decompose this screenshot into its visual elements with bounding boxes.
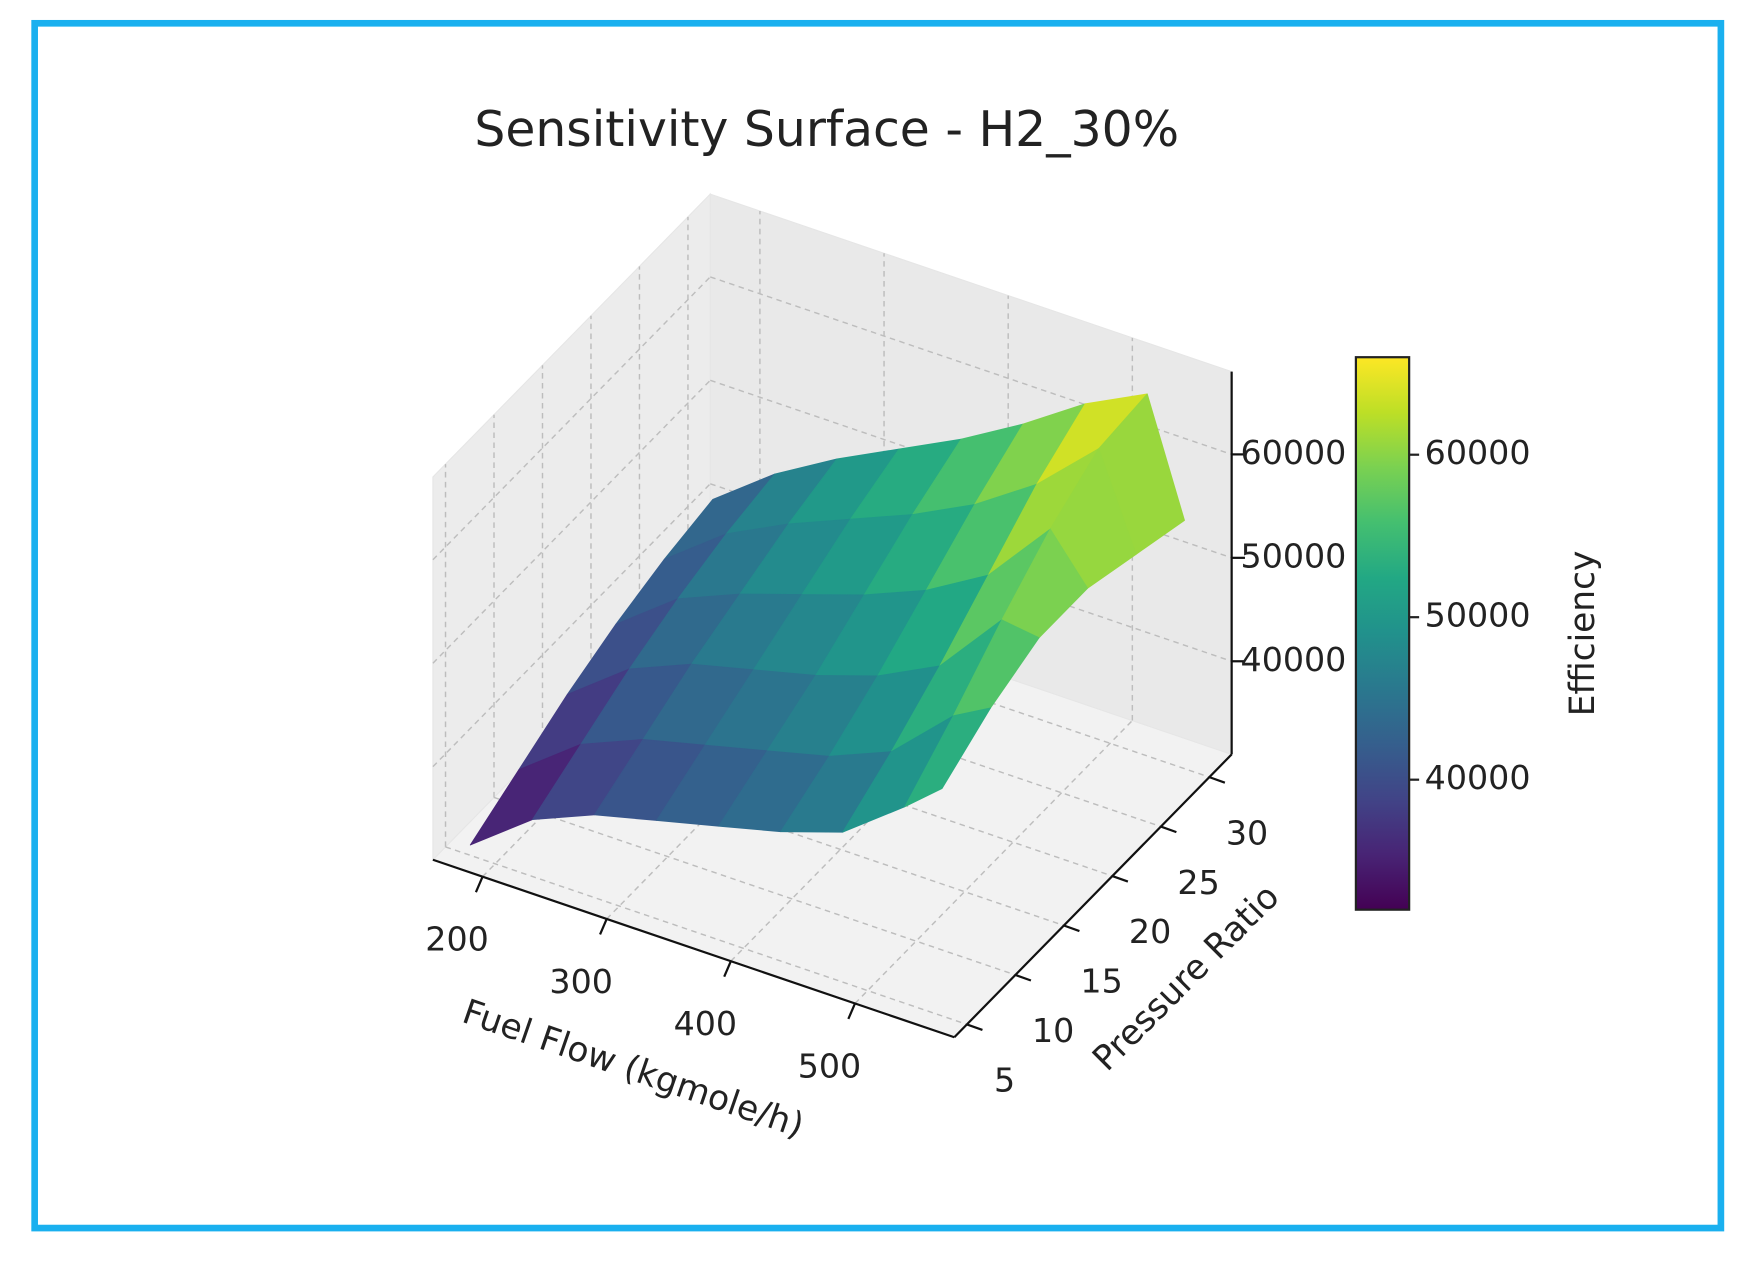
y-tick — [1208, 776, 1226, 784]
grid-line — [710, 379, 1232, 559]
z-tick-label: 60000 — [1241, 433, 1347, 472]
y-tick-label: 5 — [994, 1061, 1015, 1100]
y-tick-label: 30 — [1226, 813, 1268, 852]
x-tick — [599, 918, 608, 935]
y-tick-label: 10 — [1032, 1011, 1074, 1050]
grid-line — [432, 483, 711, 768]
colorbar — [1354, 356, 1411, 911]
x-axis — [432, 858, 955, 1039]
x-tick-label: 200 — [425, 920, 489, 959]
y-tick — [1112, 874, 1129, 883]
grid-line — [710, 276, 1232, 456]
chart-title: Sensitivity Surface - H2_30% — [474, 101, 1179, 158]
colorbar-tick-label: 60000 — [1425, 433, 1531, 472]
x-tick-label: 400 — [674, 1004, 738, 1043]
z-tick-label: 50000 — [1241, 536, 1347, 575]
grid-line — [432, 379, 711, 664]
x-tick — [723, 960, 732, 978]
grid-line — [854, 720, 1133, 1004]
grid-line — [432, 276, 711, 561]
surface-cell — [904, 707, 992, 808]
x-tick-label: 500 — [798, 1046, 861, 1085]
colorbar-label: Efficiency — [1563, 551, 1603, 717]
x-tick — [474, 876, 484, 893]
y-tick — [1015, 973, 1032, 982]
grid-line — [493, 796, 1016, 976]
z-tick-label: 40000 — [1241, 640, 1347, 679]
colorbar-tick-label: 40000 — [1425, 758, 1531, 797]
y-axis — [953, 753, 1233, 1039]
y-tick-label: 20 — [1129, 912, 1171, 951]
y-tick — [1063, 924, 1080, 933]
x-tick-label: 300 — [549, 962, 613, 1001]
y-tick — [966, 1023, 983, 1031]
y-tick — [1160, 825, 1177, 834]
y-tick-label: 15 — [1080, 962, 1122, 1001]
y-tick-label: 25 — [1177, 863, 1219, 902]
x-tick — [847, 1003, 857, 1020]
colorbar-tick-label: 50000 — [1425, 596, 1531, 635]
grid-line — [445, 846, 968, 1026]
